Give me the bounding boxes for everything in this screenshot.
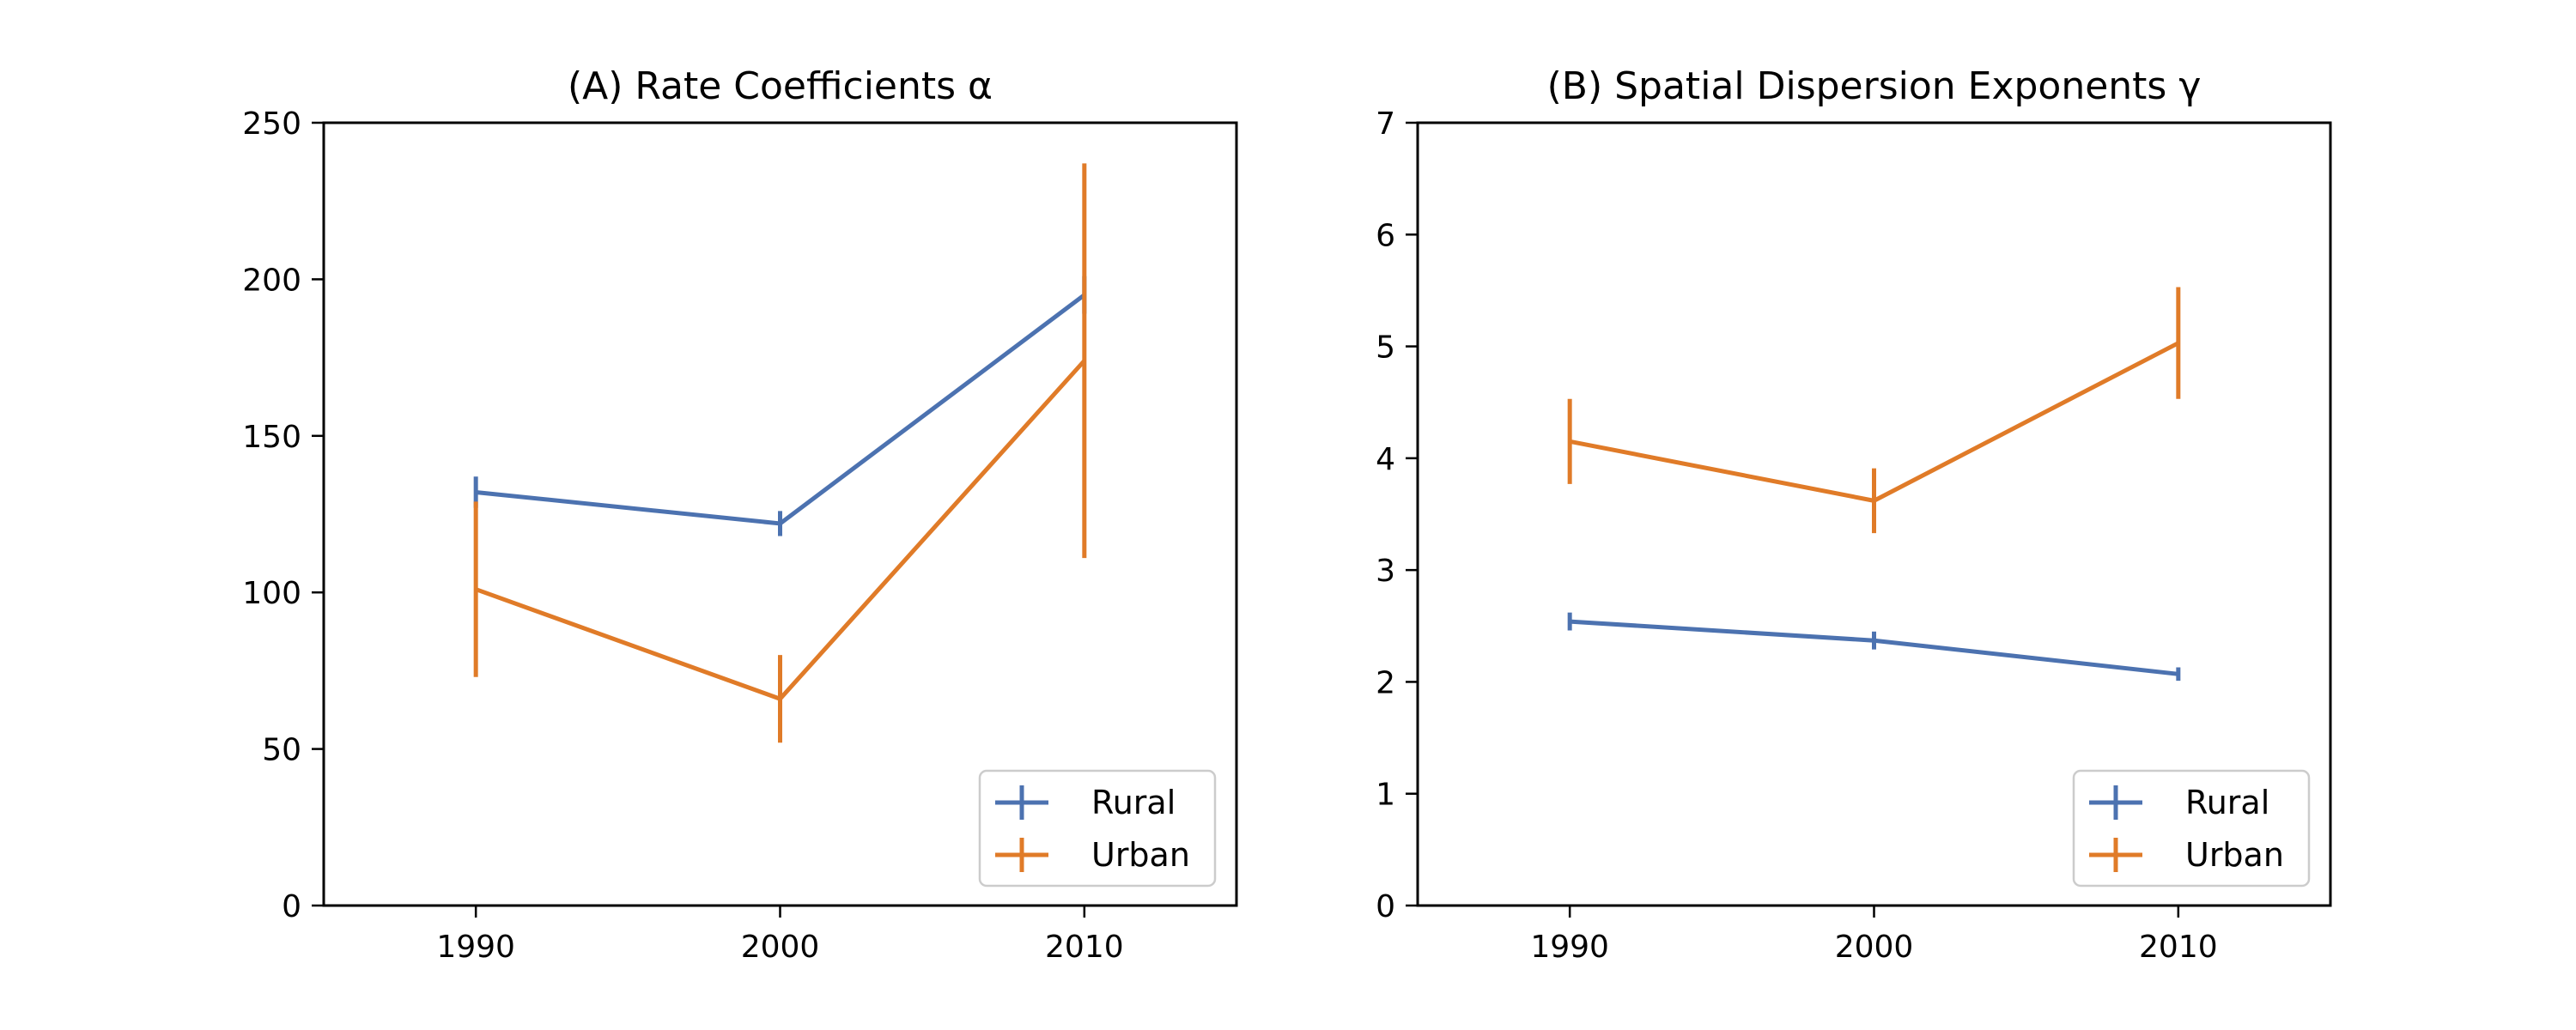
data-point-urban (1873, 499, 1875, 502)
chart-title: (B) Spatial Dispersion Exponents γ (1547, 64, 2202, 108)
y-tick-label: 150 (242, 420, 301, 455)
data-point-rural (779, 522, 781, 525)
y-tick-label: 50 (262, 733, 301, 768)
x-tick-label: 1990 (436, 930, 515, 965)
series-line-rural (475, 293, 1086, 526)
panel-a-chart: (A) Rate Coefficients α 0 50 100 150 200 250 19… (242, 64, 1238, 965)
legend: Rural Urban (2072, 769, 2311, 888)
data-point-urban (1568, 439, 1571, 443)
y-tick-label: 1 (1376, 778, 1395, 813)
data-point-rural (1873, 639, 1875, 642)
data-point-rural (1568, 620, 1571, 623)
legend-label-rural: Rural (2185, 784, 2269, 821)
y-tick-label: 0 (1376, 889, 1395, 924)
y-tick-label: 250 (242, 106, 301, 142)
data-point-urban (2177, 342, 2180, 345)
data-point-rural (474, 490, 477, 494)
x-tick-label: 2000 (741, 930, 820, 965)
legend-label-urban: Urban (1091, 836, 1190, 874)
x-tick-label: 2000 (1835, 930, 1914, 965)
data-point-rural (2177, 672, 2180, 676)
legend-label-rural: Rural (1091, 784, 1176, 821)
data-point-urban (1083, 359, 1086, 362)
data-point-urban (779, 697, 781, 700)
plot-frame (1416, 121, 2332, 907)
plot-frame (322, 121, 1238, 907)
chart-title: (A) Rate Coefficients α (568, 64, 993, 108)
y-tick-label: 200 (242, 263, 301, 298)
y-tick-label: 100 (242, 576, 301, 611)
x-tick-label: 1990 (1530, 930, 1609, 965)
x-tick-label: 2010 (1045, 930, 1124, 965)
legend-label-urban: Urban (2185, 836, 2284, 874)
y-tick-label: 7 (1376, 106, 1395, 142)
y-tick-label: 6 (1376, 218, 1395, 253)
legend: Rural Urban (978, 769, 1217, 888)
data-point-urban (474, 588, 477, 591)
panel-b-chart: (B) Spatial Dispersion Exponents γ 0 1 2 3 4 5… (1376, 64, 2332, 965)
x-tick-label: 2010 (2139, 930, 2218, 965)
y-tick-label: 4 (1376, 442, 1395, 477)
y-tick-label: 0 (282, 889, 301, 924)
y-tick-label: 3 (1376, 554, 1395, 589)
y-tick-label: 5 (1376, 330, 1395, 366)
y-tick-label: 2 (1376, 665, 1395, 700)
